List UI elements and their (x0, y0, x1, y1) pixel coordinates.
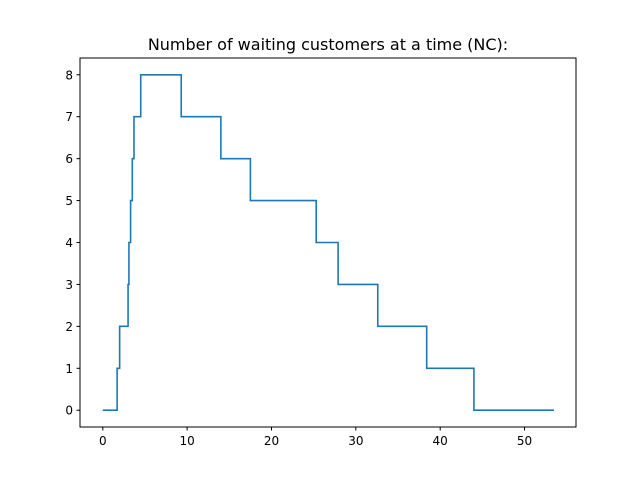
x-tick-label: 30 (348, 434, 363, 448)
y-tick-label: 2 (65, 320, 73, 334)
y-tick-label: 0 (65, 404, 73, 418)
series-line-0 (102, 73, 555, 412)
y-tick-label: 5 (65, 194, 73, 208)
plot-area-frame (79, 57, 577, 428)
y-tick-label: 7 (65, 110, 73, 124)
plot-group (102, 73, 555, 412)
chart-title: Number of waiting customers at a time (N… (148, 35, 508, 54)
x-axis: 0 10 20 30 40 50 (99, 427, 532, 448)
y-tick-label: 6 (65, 152, 73, 166)
y-tick-label: 8 (65, 68, 73, 82)
x-tick-label: 50 (517, 434, 532, 448)
y-axis: 0 1 2 3 4 5 6 7 8 (65, 68, 80, 418)
x-tick-label: 20 (264, 434, 279, 448)
y-tick-label: 3 (65, 278, 73, 292)
x-tick-label: 40 (433, 434, 448, 448)
x-tick-label: 0 (99, 434, 107, 448)
y-tick-label: 1 (65, 362, 73, 376)
x-tick-label: 10 (179, 434, 194, 448)
y-tick-label: 4 (65, 236, 73, 250)
